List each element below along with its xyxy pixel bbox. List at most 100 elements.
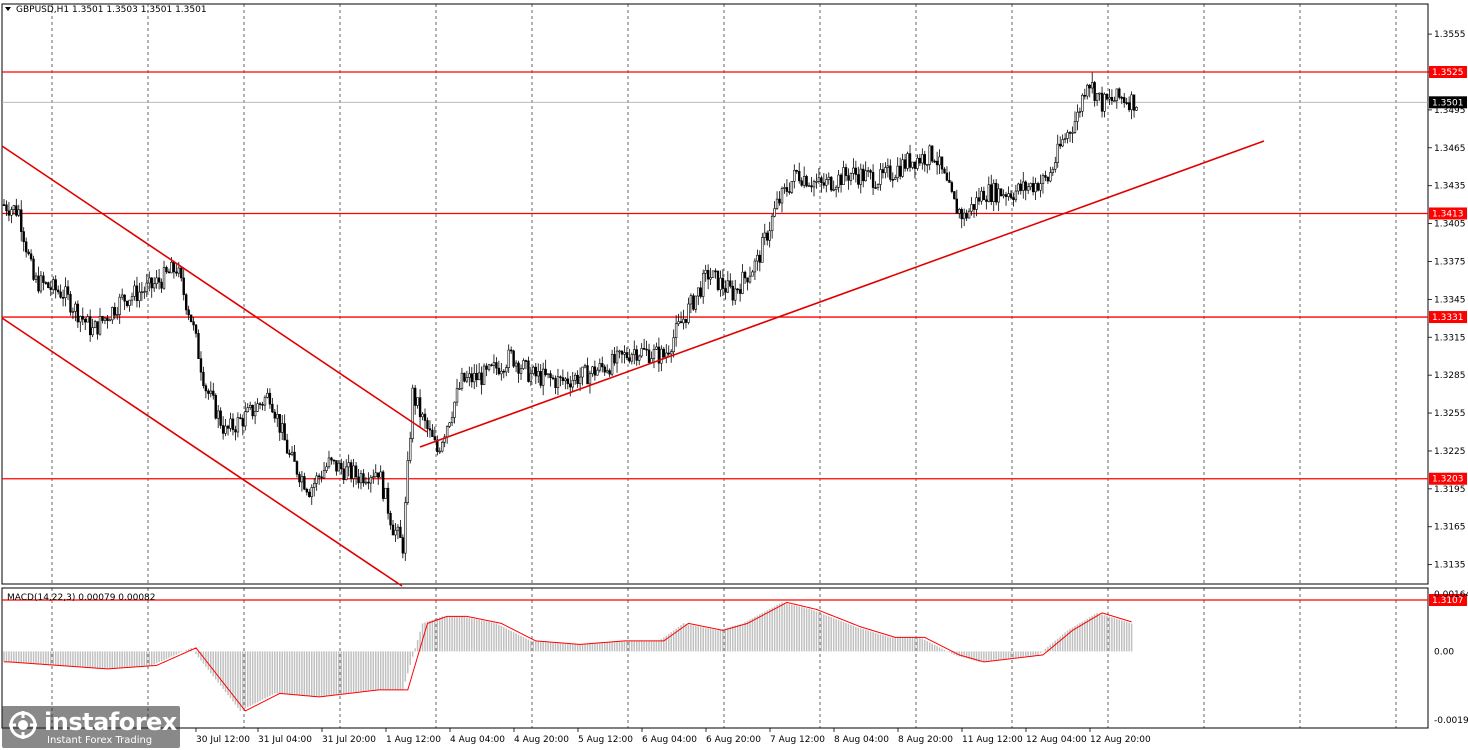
candle-body <box>948 179 951 183</box>
candle-body <box>2 204 6 206</box>
candle-body <box>475 372 478 381</box>
candle-body <box>197 333 200 359</box>
candle-body <box>1130 94 1133 111</box>
candle-body <box>1046 177 1050 182</box>
candle-body <box>684 318 688 323</box>
x-tick-label: 12 Aug 04:00 <box>1026 735 1087 745</box>
level-price-tag <box>1429 207 1467 220</box>
candle-body <box>1083 94 1087 97</box>
candle-body <box>702 272 705 297</box>
candle-body <box>576 374 579 384</box>
candle-body <box>1024 181 1027 191</box>
candle-body <box>362 473 365 484</box>
candle-body <box>226 425 230 429</box>
candle-body <box>1118 88 1121 98</box>
candle-body <box>1019 183 1023 191</box>
x-tick-label: 11 Aug 12:00 <box>962 735 1023 745</box>
candle-body <box>916 157 919 169</box>
macd-header: MACD(14,22,3) 0.00079 0.00082 <box>7 593 156 603</box>
candle-body <box>394 529 397 536</box>
candle-body <box>901 159 904 177</box>
level-price-label: 1.3525 <box>1432 68 1464 78</box>
horizontal-levels <box>2 71 1428 601</box>
candle-body <box>999 188 1003 197</box>
candle-body <box>101 316 104 321</box>
chart-frames <box>1 3 1429 729</box>
candle-body <box>325 466 328 471</box>
candle-body <box>17 209 20 216</box>
candle-body <box>175 271 178 274</box>
candle-body <box>928 145 931 165</box>
candle-body <box>239 417 242 419</box>
candle-body <box>994 183 998 203</box>
candle-body <box>756 254 759 262</box>
candle-body <box>997 188 1000 203</box>
candle-body <box>59 291 62 298</box>
candle-body <box>869 170 872 173</box>
candle-body <box>108 319 112 322</box>
candle-body <box>458 388 461 390</box>
y-tick-label: 1.3315 <box>1434 333 1466 343</box>
candle-body <box>285 439 289 454</box>
candle-body <box>162 267 166 289</box>
candle-body <box>396 526 400 531</box>
candle-body <box>345 466 348 480</box>
candle-body <box>1012 197 1015 201</box>
candle-body <box>7 210 11 216</box>
candle-body <box>61 297 65 299</box>
candle-body <box>815 181 818 183</box>
candle-body <box>335 460 338 472</box>
candle-body <box>987 184 991 202</box>
candle-body <box>125 300 129 306</box>
candle-body <box>1108 97 1111 100</box>
candle-body <box>802 176 806 186</box>
candle-body <box>630 354 634 362</box>
candle-body <box>677 321 680 325</box>
candle-body <box>967 210 971 219</box>
x-tick-label: 6 Aug 04:00 <box>642 735 697 745</box>
candle-body <box>706 269 710 280</box>
candle-body <box>69 294 72 313</box>
candle-body <box>950 182 954 192</box>
candle-body <box>876 184 880 188</box>
candle-body <box>477 372 481 381</box>
candle-body <box>738 289 742 294</box>
candle-body <box>192 321 195 326</box>
candle-body <box>768 230 771 241</box>
candle-body <box>98 316 102 335</box>
candle-body <box>143 291 146 293</box>
dropdown-triangle-icon[interactable] <box>5 7 11 11</box>
candle-body <box>91 327 94 336</box>
main-chart-frame <box>1 3 1429 585</box>
candle-body <box>849 173 853 181</box>
candle-body <box>879 169 882 185</box>
candle-body <box>34 275 38 280</box>
candle-body <box>938 156 941 166</box>
candle-body <box>775 198 779 209</box>
candle-body <box>820 177 823 183</box>
candle-body <box>962 212 966 220</box>
candle-body <box>273 411 277 419</box>
x-tick-label: 8 Aug 20:00 <box>898 735 953 745</box>
candle-body <box>505 367 508 373</box>
candle-body <box>827 176 830 180</box>
candle-body <box>864 170 867 182</box>
candle-body <box>5 204 8 212</box>
macd-indicator <box>3 601 1133 712</box>
candle-body <box>573 374 577 381</box>
candle-body <box>172 261 176 273</box>
candle-body <box>428 428 432 431</box>
trend-line <box>1 145 428 433</box>
candle-body <box>66 286 70 295</box>
candle-body <box>800 180 803 186</box>
candle-body <box>615 350 619 364</box>
candle-body <box>79 316 82 323</box>
candle-body <box>628 357 631 362</box>
candle-body <box>187 309 190 316</box>
candle-body <box>1004 194 1008 197</box>
candle-body <box>303 476 306 490</box>
candle-body <box>199 358 203 373</box>
candle-body <box>347 462 350 468</box>
trend-lines <box>1 140 1265 587</box>
candle-body <box>1098 92 1101 95</box>
